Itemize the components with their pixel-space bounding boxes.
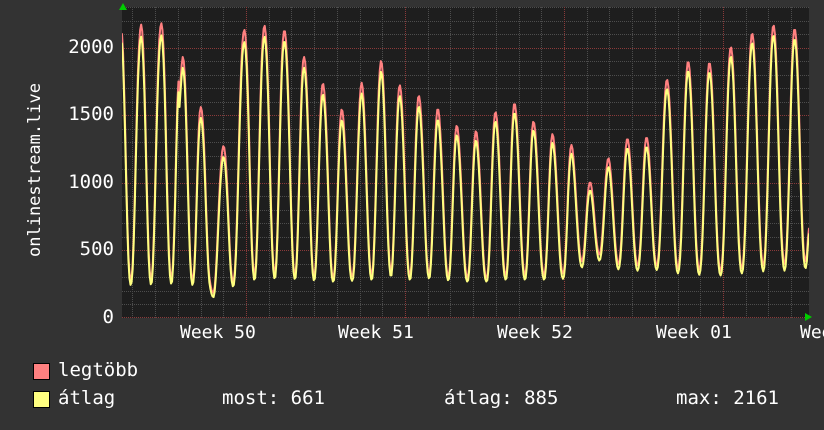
y-tick-label: 1000 bbox=[68, 170, 114, 193]
y-axis-arrow-icon bbox=[119, 3, 127, 10]
x-tick-label: Week 51 bbox=[338, 322, 414, 343]
plot-area bbox=[122, 7, 809, 318]
x-tick-label: Week 52 bbox=[497, 322, 573, 343]
stat-max: max: 2161 bbox=[676, 387, 779, 409]
y-tick-label: 500 bbox=[79, 238, 114, 261]
legend-row-avg: átlag most: 661 átlag: 885 max: 2161 bbox=[0, 386, 824, 414]
stat-average: átlag: 885 bbox=[444, 387, 559, 409]
legend-swatch-legtobb bbox=[33, 363, 50, 380]
x-axis-arrow-icon bbox=[805, 313, 812, 321]
legend-label-legtobb: legtöbb bbox=[58, 359, 139, 381]
stat-now: most: 661 bbox=[222, 387, 325, 409]
legend-swatch-atlag bbox=[33, 391, 50, 408]
legend-row-max: legtöbb bbox=[0, 358, 824, 386]
y-tick-label: 1500 bbox=[68, 103, 114, 126]
legend-label-atlag: átlag bbox=[58, 387, 116, 409]
x-tick-label: Week 01 bbox=[656, 322, 732, 343]
x-tick-label: Week 50 bbox=[180, 322, 256, 343]
plot-svg bbox=[122, 7, 809, 318]
x-tick-label: Week 0 bbox=[800, 322, 824, 343]
legend: legtöbb átlag most: 661 átlag: 885 max: … bbox=[0, 358, 824, 430]
series-line-átlag bbox=[122, 34, 809, 299]
y-axis-tick-labels: 0 500 1000 1500 2000 bbox=[0, 0, 114, 430]
y-tick-label: 0 bbox=[102, 306, 114, 328]
y-tick-label: 2000 bbox=[68, 35, 114, 58]
